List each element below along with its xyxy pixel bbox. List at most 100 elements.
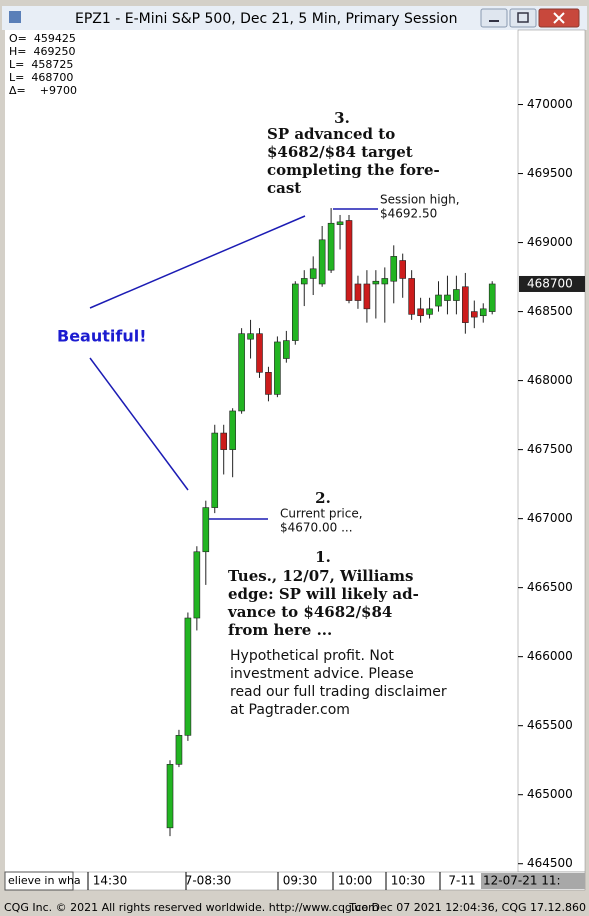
y-tick-label: 468000 [527, 373, 573, 387]
annotation-text: cast [267, 179, 301, 197]
pointer-line [89, 357, 189, 491]
candle-body [211, 432, 219, 508]
y-tick-label: 465000 [527, 787, 573, 801]
candle-body [453, 289, 460, 301]
candle-body [265, 372, 272, 395]
candle-body [363, 283, 371, 310]
candle-body [336, 221, 344, 225]
x-tick-label: 14:30 [93, 874, 128, 888]
annotation-text: SP advanced to [267, 125, 395, 143]
candle-body [202, 507, 210, 553]
candle-body [247, 333, 254, 340]
candle-body [444, 294, 451, 301]
chart-title: EPZ1 - E-Mini S&P 500, Dec 21, 5 Min, Pr… [75, 11, 457, 27]
candle-body [399, 260, 407, 279]
window-icon [9, 11, 21, 23]
candle-body [309, 268, 317, 279]
candle-body [318, 239, 326, 285]
candle-body [372, 280, 380, 285]
annotation-text: $4692.50 [380, 207, 437, 221]
info-line: H= 469250 [9, 45, 75, 58]
annotation-text: Current price, [280, 507, 363, 521]
annotation-text: $4670.00 ... [280, 521, 353, 535]
maximize-icon [517, 12, 529, 23]
info-line: O= 459425 [9, 32, 76, 45]
last-price-label: 468700 [527, 276, 573, 290]
date-box [481, 873, 585, 889]
candle-body [175, 735, 183, 765]
search-text: elieve in wha [8, 874, 81, 887]
annotation-text: Tues., 12/07, Williams [228, 567, 413, 585]
candle-body [229, 410, 236, 450]
candle-body [283, 340, 290, 359]
x-tick-label: 7-08:30 [185, 874, 232, 888]
candle-body [256, 333, 263, 373]
info-line: L= 468700 [9, 71, 73, 84]
candle-body [291, 283, 299, 341]
candle-body [435, 294, 442, 307]
search-box[interactable] [4, 871, 74, 891]
candle-body [238, 333, 245, 412]
y-tick-label: 470000 [527, 97, 573, 111]
y-tick-label: 469500 [527, 166, 573, 180]
candle-body [300, 278, 308, 285]
candle-body [470, 311, 478, 318]
candle-body [166, 764, 174, 829]
annotation-text: Session high, [380, 193, 460, 207]
y-tick-label: 466000 [527, 649, 573, 663]
candle-body [193, 551, 201, 619]
annotation-number: 2. [315, 489, 331, 507]
candle-body [462, 286, 469, 323]
candle-body [184, 617, 192, 736]
date-label: 12-07-21 11: [483, 874, 561, 888]
y-tick-label: 468500 [527, 304, 573, 318]
candle-body [327, 222, 335, 271]
annotation-text: Beautiful! [57, 327, 147, 346]
y-tick-label: 465500 [527, 718, 573, 732]
disclaimer-text: Hypothetical profit. Not [230, 648, 394, 664]
candle-body [408, 278, 415, 315]
y-tick-label: 467500 [527, 442, 573, 456]
y-tick-label: 469000 [527, 235, 573, 249]
annotation-number: 3. [334, 109, 350, 127]
pointer-line [89, 215, 306, 309]
candle-body [274, 341, 281, 395]
y-tick-label: 466500 [527, 580, 573, 594]
annotation-text: vance to $4682/$84 [227, 603, 392, 621]
candle-body [488, 283, 496, 312]
annotation-text: $4682/$84 target [267, 143, 413, 161]
info-line: Δ= +9700 [9, 84, 77, 97]
y-tick-label: 464500 [527, 856, 573, 870]
candle-body [390, 256, 398, 282]
candle-body [417, 308, 424, 317]
x-tick-label: 10:30 [391, 874, 426, 888]
disclaimer-text: read our full trading disclaimer [230, 684, 447, 700]
minimize-button[interactable] [480, 8, 508, 28]
disclaimer-text: at Pagtrader.com [230, 702, 350, 718]
annotation-text: from here ... [228, 621, 332, 639]
candle-body [354, 283, 362, 301]
candle-body [220, 432, 227, 450]
y-tick-label: 467000 [527, 511, 573, 525]
annotation-text: edge: SP will likely ad- [228, 585, 419, 603]
footer-left: CQG Inc. © 2021 All rights reserved worl… [4, 901, 379, 914]
annotation-text: completing the fore- [267, 161, 440, 179]
candle-body [479, 308, 487, 317]
maximize-button[interactable] [509, 8, 537, 28]
candle-body [345, 220, 353, 301]
x-tick-label: 7-11 [448, 874, 475, 888]
x-tick-label: 09:30 [283, 874, 318, 888]
info-line: L= 458725 [9, 58, 73, 71]
candle-body [381, 278, 389, 285]
close-icon [553, 12, 565, 24]
last-price-box [519, 275, 585, 292]
price-axis [517, 29, 586, 873]
annotation-number: 1. [315, 548, 331, 566]
footer-right: Tue Dec 07 2021 12:04:36, CQG 17.12.860 [348, 901, 586, 914]
x-tick-label: 10:00 [338, 874, 373, 888]
candle-body [426, 308, 433, 315]
plot-area [5, 30, 518, 872]
